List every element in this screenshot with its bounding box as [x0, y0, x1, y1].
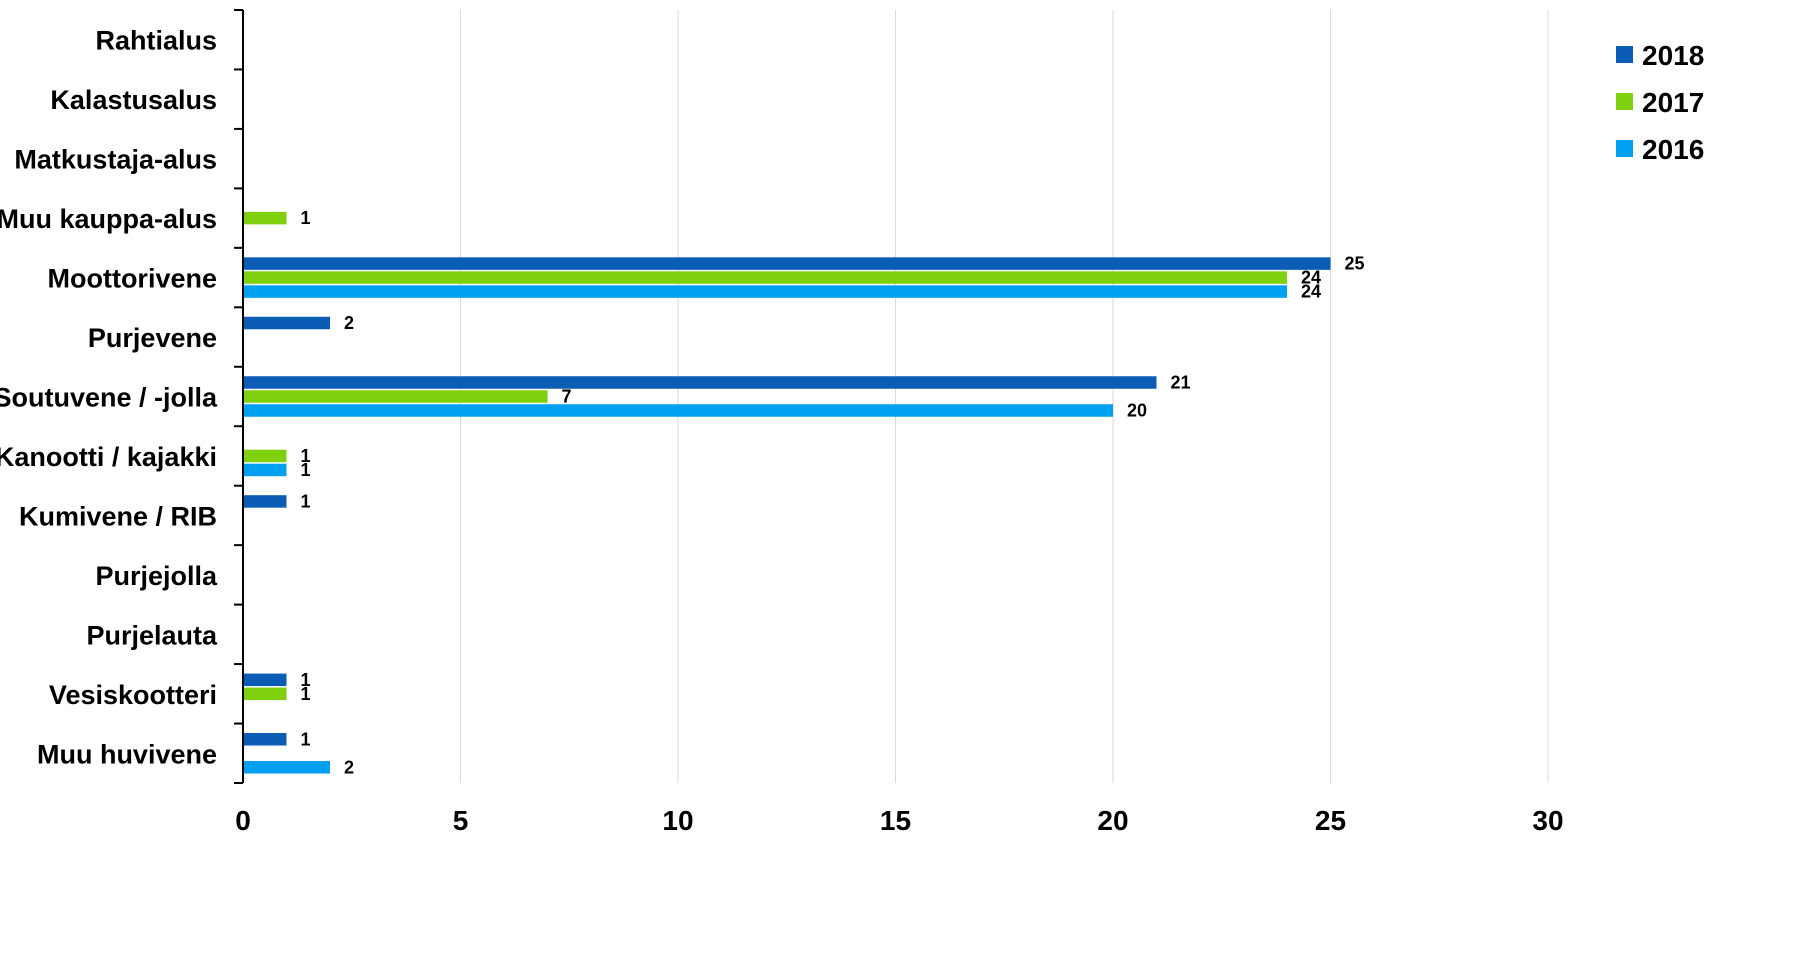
- data-label-vesiskootteri-2018: 1: [301, 670, 311, 690]
- category-label-muu-huvivene: Muu huvivene: [37, 739, 217, 769]
- bar-kumivene-rib-2018: [243, 495, 287, 508]
- x-tick-label-20: 20: [1097, 805, 1128, 836]
- bar-purjevene-2018: [243, 316, 330, 330]
- data-label-kanootti-kajakki-2017: 1: [301, 446, 311, 466]
- legend-label-2018: 2018: [1642, 40, 1704, 71]
- bar-muu-huvivene-2018: [243, 733, 287, 746]
- category-label-purjejolla: Purjejolla: [95, 561, 218, 591]
- data-label-kumivene-rib-2018: 1: [301, 491, 311, 511]
- bar-soutuvene-jolla-2016: [243, 404, 1113, 417]
- x-tick-label-0: 0: [235, 805, 251, 836]
- bar-vesiskootteri-2018: [243, 673, 287, 687]
- bar-soutuvene-jolla-2017: [243, 390, 548, 403]
- legend: 2018 2017 2016: [1616, 40, 1704, 165]
- category-label-kalastusalus: Kalastusalus: [50, 85, 217, 115]
- category-label-purjevene: Purjevene: [88, 323, 217, 353]
- legend-swatch-2018: [1616, 46, 1633, 63]
- data-label-muu-huvivene-2018: 1: [301, 729, 311, 749]
- bar-vesiskootteri-2017: [243, 687, 287, 701]
- data-label-moottorivene-2018: 25: [1345, 254, 1365, 274]
- bar-soutuvene-jolla-2018: [243, 376, 1157, 389]
- category-label-soutuvene-jolla: Soutuvene / -jolla: [0, 383, 218, 413]
- data-label-soutuvene-jolla-2018: 21: [1171, 373, 1191, 393]
- data-label-muu-huvivene-2016: 2: [344, 757, 354, 777]
- x-tick-label-5: 5: [453, 805, 469, 836]
- bar-muu-huvivene-2016: [243, 761, 330, 774]
- category-label-moottorivene: Moottorivene: [47, 264, 217, 294]
- category-label-purjelauta: Purjelauta: [86, 620, 218, 650]
- data-label-kanootti-kajakki-2016: 1: [301, 460, 311, 480]
- x-tick-label-25: 25: [1315, 805, 1346, 836]
- category-label-muu-kauppa-alus: Muu kauppa-alus: [0, 204, 217, 234]
- bar-muu-kauppa-alus-2017: [243, 211, 287, 225]
- bar-kanootti-kajakki-2016: [243, 463, 287, 477]
- bars: [243, 211, 1331, 774]
- category-label-rahtialus: Rahtialus: [95, 26, 217, 56]
- data-label-purjevene-2018: 2: [344, 313, 354, 333]
- x-tick-label-15: 15: [880, 805, 911, 836]
- x-tick-label-30: 30: [1532, 805, 1563, 836]
- legend-swatch-2016: [1616, 140, 1633, 157]
- legend-swatch-2017: [1616, 93, 1633, 110]
- data-label-soutuvene-jolla-2017: 7: [562, 387, 572, 407]
- x-tick-label-10: 10: [662, 805, 693, 836]
- data-label-moottorivene-2017: 24: [1301, 268, 1321, 288]
- category-label-kanootti-kajakki: Kanootti / kajakki: [0, 442, 217, 472]
- gridlines: [460, 10, 1549, 783]
- category-label-matkustaja-alus: Matkustaja-alus: [14, 145, 217, 175]
- bar-moottorivene-2018: [243, 257, 1331, 270]
- data-label-muu-kauppa-alus-2017: 1: [301, 208, 311, 228]
- bar-moottorivene-2017: [243, 271, 1287, 284]
- bar-moottorivene-2016: [243, 285, 1287, 298]
- data-label-moottorivene-2016: 24: [1301, 282, 1321, 302]
- y-axis: [234, 9, 244, 784]
- category-label-vesiskootteri: Vesiskootteri: [49, 680, 217, 710]
- category-label-kumivene-rib: Kumivene / RIB: [19, 501, 217, 531]
- legend-label-2017: 2017: [1642, 87, 1704, 118]
- labels: 0 5 10 15 20 25 30 Rahtialus Kalastusalus Matkust…: [0, 26, 1564, 836]
- legend-label-2016: 2016: [1642, 134, 1704, 165]
- bar-kanootti-kajakki-2017: [243, 449, 287, 463]
- data-label-soutuvene-jolla-2016: 20: [1127, 401, 1147, 421]
- data-label-vesiskootteri-2017: 1: [301, 684, 311, 704]
